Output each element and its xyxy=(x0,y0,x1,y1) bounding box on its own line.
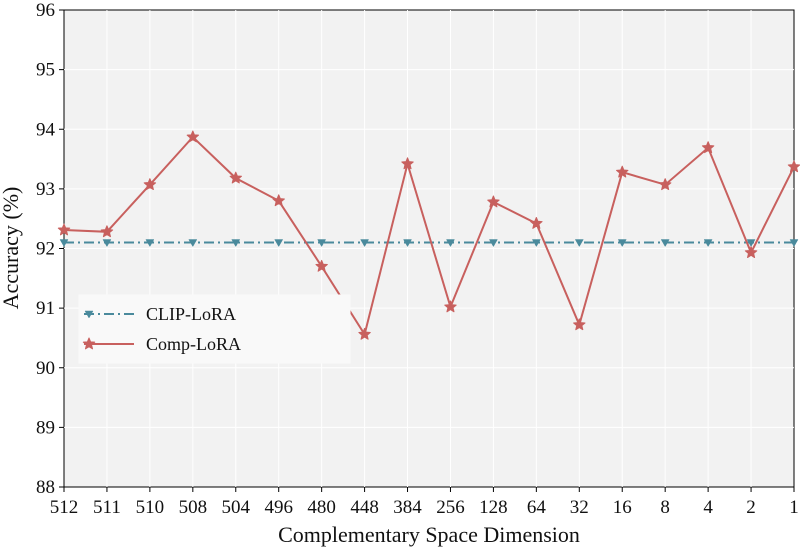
legend-label-clip-lora: CLIP-LoRA xyxy=(146,304,236,324)
data-point xyxy=(401,157,414,170)
data-point xyxy=(660,239,670,248)
data-point xyxy=(746,239,756,248)
data-point xyxy=(272,194,285,207)
y-tick-label: 88 xyxy=(36,477,55,498)
data-point xyxy=(787,160,800,173)
x-tick-label: 8 xyxy=(660,497,670,518)
x-tick-label: 256 xyxy=(436,497,465,518)
series-layer xyxy=(57,130,800,340)
series-clip-lora xyxy=(59,239,799,248)
y-tick-label: 89 xyxy=(36,417,55,438)
grid-lines xyxy=(64,10,794,487)
data-point xyxy=(358,327,371,340)
data-point xyxy=(573,318,586,331)
x-tick-label: 128 xyxy=(479,497,508,518)
data-point xyxy=(446,239,455,248)
y-tick-label: 92 xyxy=(36,239,55,260)
x-axis-title: Complementary Space Dimension xyxy=(278,522,580,547)
y-tick-label: 93 xyxy=(36,179,55,200)
x-tick-label: 64 xyxy=(527,497,547,518)
data-point xyxy=(403,239,412,248)
y-tick-label: 96 xyxy=(36,0,55,21)
data-point xyxy=(658,178,672,191)
legend-marker-clip-lora xyxy=(84,310,94,319)
data-point xyxy=(444,300,457,313)
data-point xyxy=(530,216,543,229)
x-tick-label: 480 xyxy=(307,497,336,518)
x-tick-label: 4 xyxy=(703,497,713,518)
axis-ticks: 88 89 90 91 92 93 94 95 96 512 511 510 508 504 496 480 4… xyxy=(36,0,799,518)
data-point xyxy=(744,246,758,259)
x-tick-label: 508 xyxy=(179,497,208,518)
y-tick-label: 95 xyxy=(36,60,55,81)
data-point xyxy=(274,239,284,248)
y-axis-title: Accuracy (%) xyxy=(0,187,23,310)
data-point xyxy=(186,130,200,143)
x-tick-label: 1 xyxy=(789,497,799,518)
x-tick-label: 504 xyxy=(222,497,251,518)
legend-label-comp-lora: Comp-LoRA xyxy=(146,334,241,354)
data-point xyxy=(531,239,541,248)
data-point xyxy=(188,239,198,248)
x-tick-label: 510 xyxy=(136,497,165,518)
x-tick-label: 2 xyxy=(746,497,756,518)
data-point xyxy=(102,239,112,248)
data-point xyxy=(789,239,799,248)
x-tick-label: 496 xyxy=(264,497,293,518)
x-tick-label: 32 xyxy=(570,497,589,518)
data-point xyxy=(57,223,71,236)
data-point xyxy=(143,178,157,191)
legend-marker-shape xyxy=(84,310,94,319)
data-point xyxy=(315,259,328,272)
data-point xyxy=(317,239,327,248)
data-point xyxy=(616,165,629,178)
x-tick-label: 16 xyxy=(613,497,632,518)
data-point xyxy=(574,239,584,248)
data-point xyxy=(231,239,241,248)
data-point xyxy=(100,225,114,238)
legend-marker-comp-lora xyxy=(82,337,96,350)
data-point xyxy=(487,195,500,208)
legend: CLIP-LoRA Comp-LoRA xyxy=(78,294,351,364)
data-point xyxy=(229,171,242,184)
data-point xyxy=(488,239,498,248)
y-tick-label: 91 xyxy=(36,298,55,319)
x-tick-label: 512 xyxy=(50,497,79,518)
data-point xyxy=(360,239,370,248)
data-point xyxy=(703,239,713,248)
legend-box xyxy=(78,294,351,364)
data-point xyxy=(701,141,715,154)
legend-marker-shape xyxy=(82,337,96,350)
y-tick-label: 94 xyxy=(36,119,56,140)
x-tick-label: 384 xyxy=(393,497,422,518)
y-tick-label: 90 xyxy=(36,358,55,379)
data-point xyxy=(59,239,69,248)
data-point xyxy=(617,239,627,248)
x-tick-label: 448 xyxy=(350,497,379,518)
x-tick-label: 511 xyxy=(93,497,121,518)
series-line xyxy=(63,135,795,337)
data-point xyxy=(145,239,155,248)
series-comp-lora xyxy=(57,130,800,340)
